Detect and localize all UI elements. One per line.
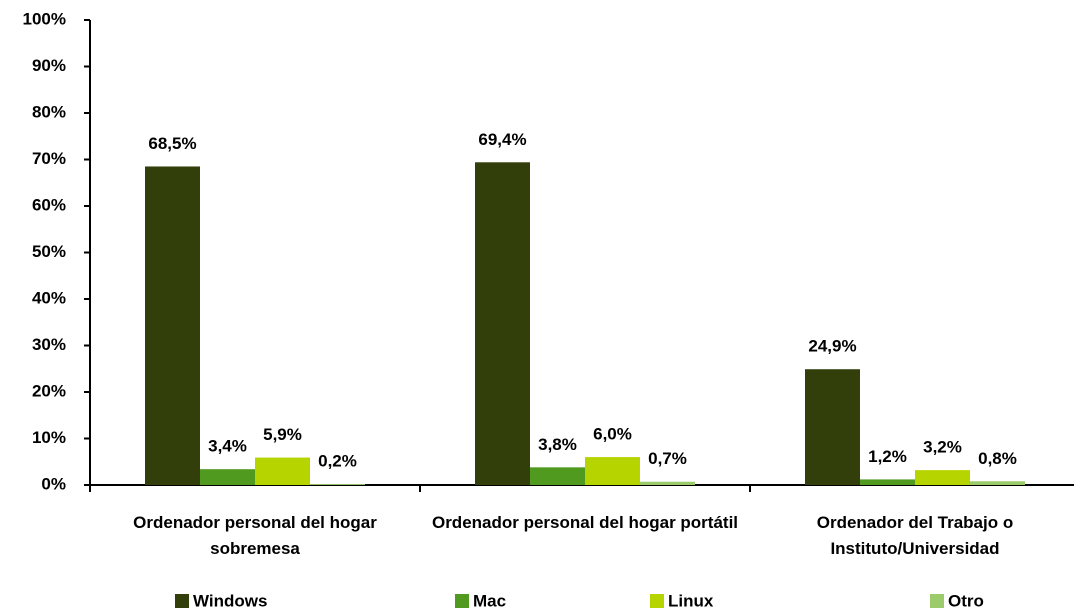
bar xyxy=(530,467,585,485)
y-tick-label: 100% xyxy=(23,9,66,28)
legend-label: Otro xyxy=(948,591,984,610)
legend-label: Mac xyxy=(473,591,506,610)
legend-label: Linux xyxy=(668,591,714,610)
data-label: 6,0% xyxy=(593,425,632,444)
bar xyxy=(915,470,970,485)
legend-swatch xyxy=(650,594,664,608)
y-tick-label: 20% xyxy=(32,381,66,400)
data-label: 0,2% xyxy=(318,452,357,471)
y-tick-label: 80% xyxy=(32,102,66,121)
x-tick-label-box: Ordenador personal del hogar portátil xyxy=(431,513,739,532)
bar xyxy=(805,369,860,485)
data-label: 0,7% xyxy=(648,449,687,468)
data-label: 68,5% xyxy=(148,134,196,153)
bar xyxy=(640,481,695,485)
legend-swatch xyxy=(455,594,469,608)
x-tick-label: Ordenador del Trabajo o Instituto/Univer… xyxy=(816,513,1014,558)
y-tick-label: 0% xyxy=(41,474,66,493)
bar xyxy=(255,457,310,485)
x-tick-label-box: Ordenador personal del hogar sobremesa xyxy=(133,513,377,558)
y-tick-label: 40% xyxy=(32,288,66,307)
bar xyxy=(970,481,1025,485)
data-label: 5,9% xyxy=(263,425,302,444)
data-label: 69,4% xyxy=(478,130,526,149)
legend-swatch xyxy=(175,594,189,608)
data-label: 0,8% xyxy=(978,449,1017,468)
data-label: 3,2% xyxy=(923,438,962,457)
bar xyxy=(145,166,200,485)
bar xyxy=(200,469,255,485)
data-label: 1,2% xyxy=(868,447,907,466)
x-tick-label: Ordenador personal del hogar portátil xyxy=(431,513,739,532)
legend-swatch xyxy=(930,594,944,608)
y-tick-label: 70% xyxy=(32,149,66,168)
x-tick-label: Ordenador personal del hogar sobremesa xyxy=(133,513,377,558)
y-tick-label: 90% xyxy=(32,56,66,75)
bar xyxy=(475,162,530,486)
y-tick-label: 60% xyxy=(32,195,66,214)
y-tick-label: 30% xyxy=(32,335,66,354)
bar xyxy=(310,484,365,485)
data-label: 24,9% xyxy=(808,337,856,356)
data-label: 3,8% xyxy=(538,435,577,454)
data-label: 3,4% xyxy=(208,437,247,456)
bar xyxy=(860,479,915,485)
bar xyxy=(585,457,640,485)
y-tick-label: 50% xyxy=(32,242,66,261)
legend-label: Windows xyxy=(193,591,267,610)
x-tick-label-box: Ordenador del Trabajo o Instituto/Univer… xyxy=(816,513,1014,558)
y-tick-label: 10% xyxy=(32,428,66,447)
